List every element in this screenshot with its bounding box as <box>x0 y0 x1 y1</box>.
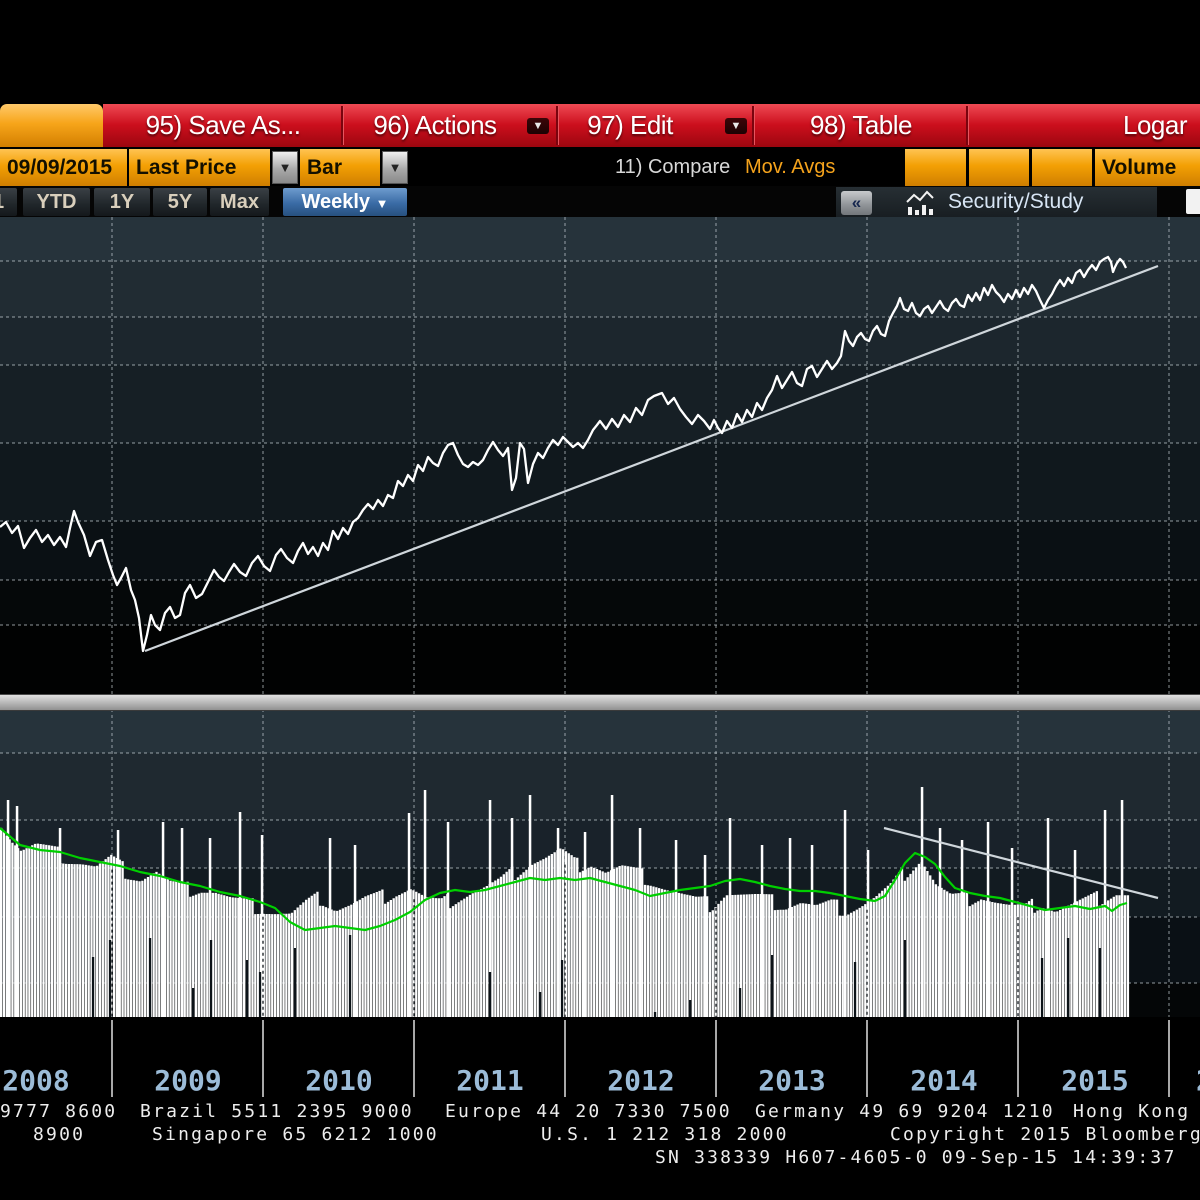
tab-1y[interactable]: 1Y <box>94 188 150 216</box>
security-study-button[interactable]: Security/Study <box>948 190 1084 213</box>
volume-ma-line <box>0 827 1128 932</box>
edit-button[interactable]: 97) Edit <box>587 110 673 140</box>
toolbar: 95) Save As... 96) Actions ▼ 97) Edit ▼ … <box>0 104 1200 147</box>
blank-amber-button-3[interactable] <box>1032 149 1092 186</box>
chart-type-dropdown-icon[interactable]: ▼ <box>382 151 408 184</box>
tab-max[interactable]: Max <box>210 188 269 216</box>
table-button[interactable]: 98) Table <box>810 110 913 140</box>
amber-corner-block <box>0 104 103 147</box>
edit-dropdown-icon[interactable]: ▼ <box>725 118 747 134</box>
svg-text:2013: 2013 <box>758 1064 825 1097</box>
svg-text:2009: 2009 <box>154 1064 221 1097</box>
period-select-label: Weekly <box>301 191 371 213</box>
panel-splitter[interactable] <box>0 694 1200 711</box>
svg-text:9777 8600: 9777 8600 <box>0 1101 117 1122</box>
svg-text:2012: 2012 <box>607 1064 674 1097</box>
field-row: 09/09/2015 Last Price ▼ Bar ▼ 11) Compar… <box>0 149 1200 186</box>
svg-text:Brazil 5511 2395 9000: Brazil 5511 2395 9000 <box>140 1101 414 1122</box>
volume-field[interactable]: Volume <box>1095 149 1200 186</box>
svg-text:Germany 49 69 9204 1210: Germany 49 69 9204 1210 <box>755 1101 1055 1122</box>
svg-text:Copyright 2015 Bloomberg: Copyright 2015 Bloomberg <box>890 1124 1200 1145</box>
price-line <box>0 255 1128 653</box>
svg-text:8900: 8900 <box>33 1124 85 1145</box>
svg-text:Hong Kong: Hong Kong <box>1073 1101 1190 1122</box>
save-as-button[interactable]: 95) Save As... <box>145 110 301 140</box>
flag-icon-partial[interactable] <box>1186 189 1200 214</box>
toolbar-divider <box>341 106 343 145</box>
date-field[interactable]: 09/09/2015 <box>0 149 127 186</box>
svg-text:2015: 2015 <box>1061 1064 1128 1097</box>
svg-text:Singapore 65 6212 1000: Singapore 65 6212 1000 <box>152 1124 439 1145</box>
price-type-dropdown-icon[interactable]: ▼ <box>272 151 298 184</box>
svg-text:2014: 2014 <box>910 1064 977 1097</box>
actions-dropdown-icon[interactable]: ▼ <box>527 118 549 134</box>
chart-study-icon <box>906 190 934 215</box>
toolbar-divider <box>966 106 968 145</box>
trend-lines <box>144 264 1159 900</box>
x-axis: 2008 2009 2010 2011 2012 2013 2014 2015 2 <box>2 1020 1200 1097</box>
toolbar-divider <box>752 106 754 145</box>
svg-text:2: 2 <box>1196 1064 1200 1097</box>
period-select[interactable]: Weekly ▼ <box>283 188 407 216</box>
blank-amber-button-2[interactable] <box>969 149 1029 186</box>
svg-text:Europe 44 20 7330 7500: Europe 44 20 7330 7500 <box>445 1101 732 1122</box>
toolbar-right-partial-label[interactable]: Logar <box>1123 110 1188 140</box>
svg-text:2011: 2011 <box>456 1064 523 1097</box>
collapse-button[interactable]: « <box>841 191 872 215</box>
tab-ytd[interactable]: YTD <box>23 188 90 216</box>
tab-5y[interactable]: 5Y <box>153 188 207 216</box>
blank-amber-button-1[interactable] <box>905 149 966 186</box>
moving-averages-link[interactable]: Mov. Avgs <box>745 156 836 178</box>
svg-text:2010: 2010 <box>305 1064 372 1097</box>
compare-link[interactable]: 11) Compare <box>615 156 731 178</box>
footer-text: 9777 8600 Brazil 5511 2395 9000 Europe 44 … <box>0 1101 1200 1168</box>
red-toolbar-strip: 95) Save As... 96) Actions ▼ 97) Edit ▼ … <box>103 104 1200 147</box>
toolbar-divider <box>556 106 558 145</box>
chevron-down-icon: ▼ <box>375 196 389 211</box>
volume-bars <box>0 787 1130 1017</box>
price-type-field[interactable]: Last Price <box>129 149 270 186</box>
svg-text:SN 338339 H607-4605-0 09-Sep-1: SN 338339 H607-4605-0 09-Sep-15 14:39:37 <box>655 1147 1176 1168</box>
svg-text:U.S. 1 212 318 2000: U.S. 1 212 318 2000 <box>541 1124 789 1145</box>
chart-type-field[interactable]: Bar <box>300 149 380 186</box>
svg-text:2008: 2008 <box>2 1064 69 1097</box>
tab-period-partial[interactable]: 1 <box>0 188 17 216</box>
security-study-panel: « Security/Study <box>836 187 1157 217</box>
nav-row: 1 YTD 1Y 5Y Max Weekly ▼ « Security/Stud… <box>0 186 1200 217</box>
actions-button[interactable]: 96) Actions <box>373 110 497 140</box>
